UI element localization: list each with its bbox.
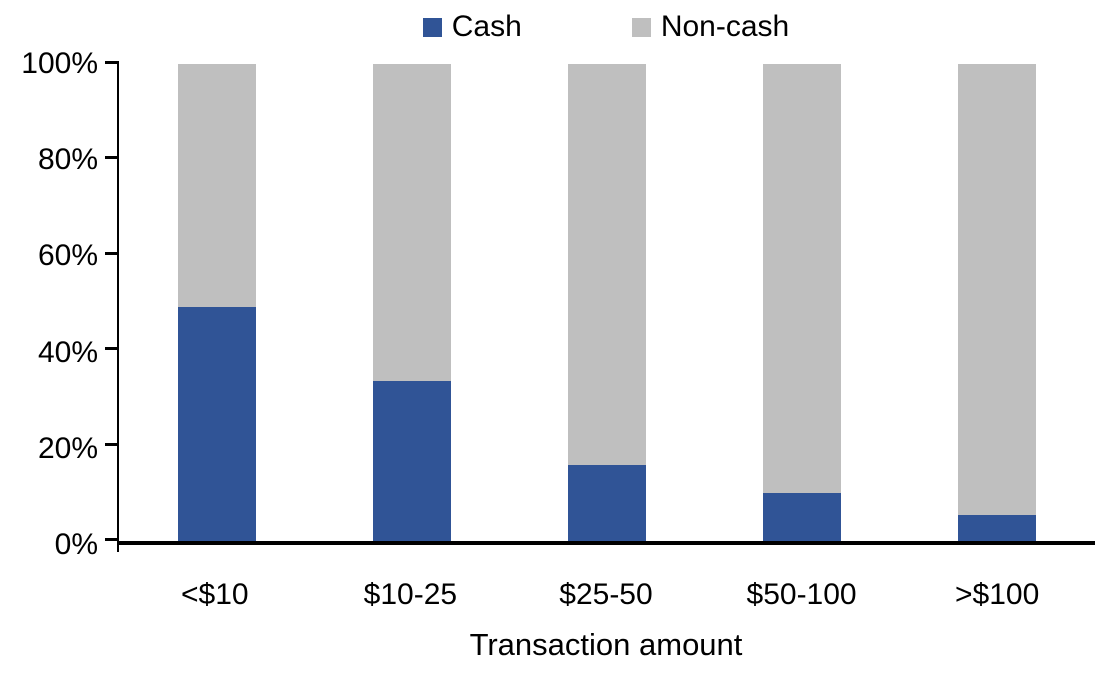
x-axis-labels: <$10 $10-25 $25-50 $50-100 >$100	[117, 580, 1095, 610]
bar-segment-non-cash	[958, 64, 1037, 515]
bar-segment-cash	[372, 381, 451, 541]
bar-segment-cash	[763, 493, 842, 541]
stacked-bar	[177, 64, 256, 541]
legend-item-noncash: Non-cash	[631, 10, 790, 43]
bars-container	[119, 64, 1095, 541]
noncash-swatch-icon	[631, 17, 651, 37]
y-tick-mark	[105, 442, 119, 446]
x-tick-label: $25-50	[559, 578, 653, 611]
y-tick-mark	[105, 61, 119, 64]
x-axis-title: Transaction amount	[469, 627, 743, 662]
bar-segment-non-cash	[763, 64, 842, 494]
bar-segment-cash	[958, 514, 1037, 541]
y-tick-mark	[105, 347, 119, 351]
bar-slot	[509, 64, 704, 541]
y-tick-mark	[105, 251, 119, 255]
bar-segment-cash	[568, 464, 646, 541]
bar-segment-non-cash	[372, 64, 451, 382]
x-tick-label: $50-100	[746, 578, 857, 611]
y-tick-mark	[105, 538, 119, 541]
y-tick-label: 20%	[37, 431, 98, 465]
y-tick-label: 60%	[37, 239, 98, 273]
y-tick-label: 100%	[21, 47, 98, 80]
x-tick-label: >$100	[955, 578, 1040, 611]
y-tick-label: 40%	[37, 335, 98, 369]
bar-segment-cash	[177, 307, 256, 541]
cash-swatch-icon	[422, 17, 442, 37]
bar-segment-non-cash	[568, 64, 646, 465]
legend-label-noncash: Non-cash	[660, 10, 790, 43]
bar-segment-non-cash	[177, 64, 256, 308]
legend-label-cash: Cash	[451, 10, 522, 43]
bar-slot	[119, 64, 314, 541]
bar-slot	[705, 64, 900, 541]
stacked-bar	[763, 64, 842, 541]
y-tick-mark	[105, 156, 119, 160]
bar-slot	[314, 64, 509, 541]
bar-slot	[900, 64, 1095, 541]
stacked-bar	[568, 64, 646, 541]
x-tick-label: <$10	[181, 578, 249, 611]
y-axis-labels: 0% 20% 40% 60% 80% 100%	[0, 49, 98, 560]
x-axis-left-tick	[117, 545, 119, 552]
legend-item-cash: Cash	[422, 10, 522, 43]
legend: Cash Non-cash	[117, 12, 1095, 42]
y-tick-label: 0%	[54, 528, 98, 561]
plot-area	[105, 61, 1095, 552]
x-tick-label: $10-25	[363, 578, 458, 611]
y-tick-label: 80%	[37, 143, 98, 177]
stacked-bar	[958, 64, 1037, 541]
stacked-bar	[372, 64, 451, 541]
